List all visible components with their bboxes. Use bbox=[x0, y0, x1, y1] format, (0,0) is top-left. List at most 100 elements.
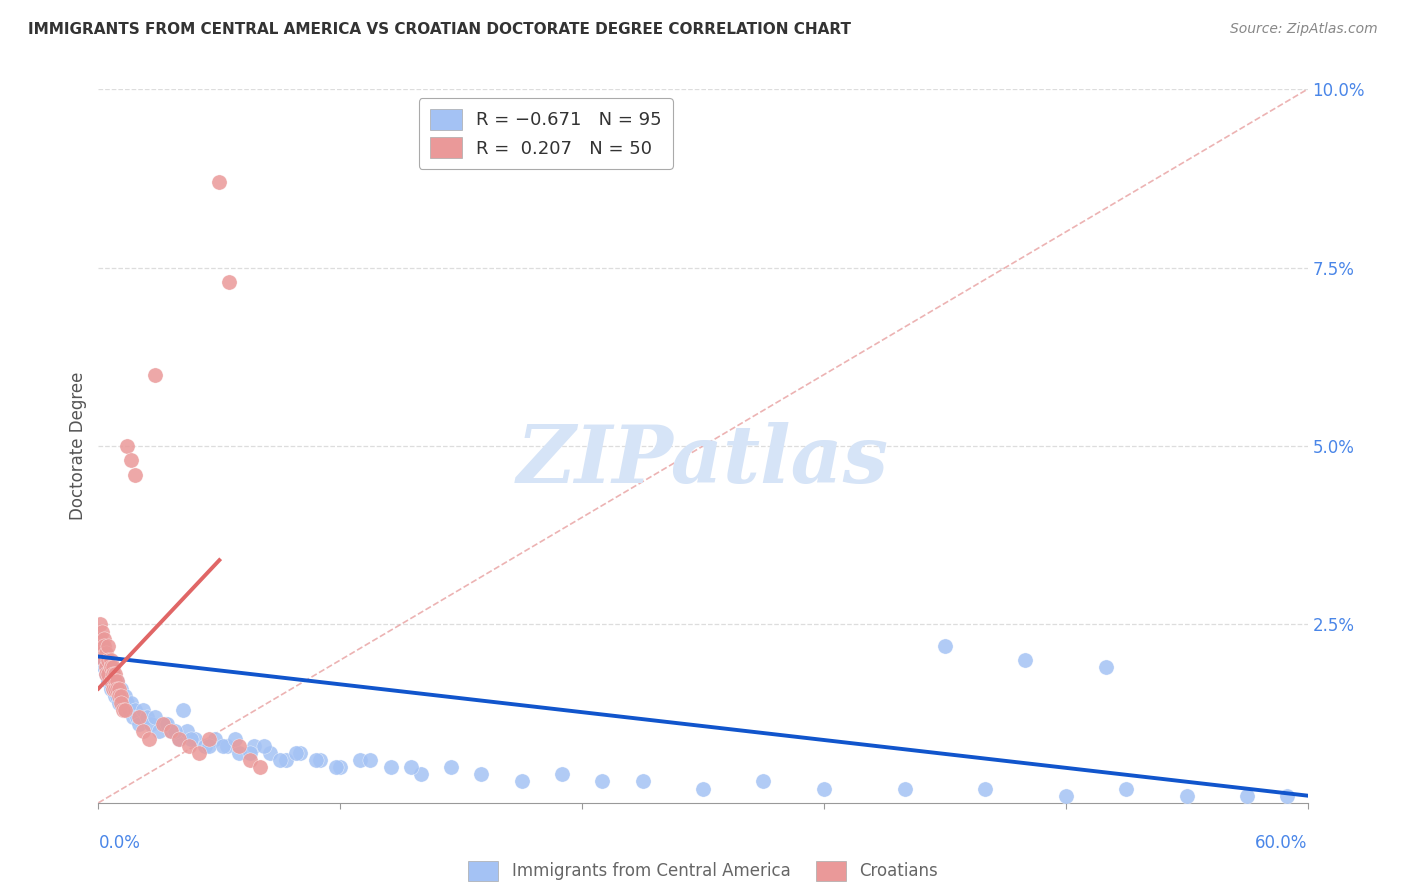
Point bbox=[172, 703, 194, 717]
Point bbox=[228, 739, 250, 753]
Point bbox=[360, 753, 382, 767]
Point bbox=[551, 767, 574, 781]
Point bbox=[128, 717, 150, 731]
Point bbox=[97, 639, 120, 653]
Point bbox=[110, 689, 132, 703]
Point bbox=[91, 646, 114, 660]
Point bbox=[974, 781, 997, 796]
Point bbox=[152, 717, 174, 731]
Point bbox=[114, 703, 136, 717]
Point bbox=[813, 781, 835, 796]
Point bbox=[89, 639, 111, 653]
Point bbox=[101, 660, 124, 674]
Point bbox=[96, 660, 118, 674]
Point bbox=[111, 696, 134, 710]
Point bbox=[114, 703, 136, 717]
Point bbox=[242, 739, 264, 753]
Point bbox=[111, 703, 134, 717]
Point bbox=[97, 674, 120, 689]
Point bbox=[204, 731, 226, 746]
Point bbox=[89, 646, 111, 660]
Point bbox=[163, 724, 186, 739]
Point bbox=[105, 681, 128, 696]
Point bbox=[100, 660, 122, 674]
Point bbox=[228, 746, 250, 760]
Point bbox=[631, 774, 654, 789]
Point bbox=[110, 689, 132, 703]
Point bbox=[124, 703, 146, 717]
Point bbox=[440, 760, 463, 774]
Point bbox=[470, 767, 492, 781]
Point bbox=[259, 746, 281, 760]
Point bbox=[249, 760, 271, 774]
Point bbox=[139, 717, 162, 731]
Point bbox=[118, 703, 141, 717]
Point bbox=[107, 689, 129, 703]
Point bbox=[176, 724, 198, 739]
Point bbox=[103, 667, 125, 681]
Point bbox=[107, 681, 129, 696]
Point bbox=[125, 710, 148, 724]
Point bbox=[120, 696, 142, 710]
Point bbox=[591, 774, 613, 789]
Point bbox=[138, 731, 160, 746]
Point bbox=[107, 681, 129, 696]
Point bbox=[100, 674, 122, 689]
Point bbox=[110, 681, 132, 696]
Point bbox=[349, 753, 371, 767]
Point bbox=[132, 703, 155, 717]
Point bbox=[143, 710, 166, 724]
Point bbox=[91, 646, 114, 660]
Point bbox=[103, 681, 125, 696]
Point bbox=[1095, 660, 1118, 674]
Point bbox=[399, 760, 422, 774]
Point bbox=[194, 739, 217, 753]
Point bbox=[269, 753, 291, 767]
Legend: Immigrants from Central America, Croatians: Immigrants from Central America, Croatia… bbox=[461, 855, 945, 888]
Point bbox=[91, 653, 114, 667]
Point bbox=[89, 632, 111, 646]
Point bbox=[91, 639, 114, 653]
Point bbox=[100, 681, 122, 696]
Text: 60.0%: 60.0% bbox=[1256, 834, 1308, 852]
Text: IMMIGRANTS FROM CENTRAL AMERICA VS CROATIAN DOCTORATE DEGREE CORRELATION CHART: IMMIGRANTS FROM CENTRAL AMERICA VS CROAT… bbox=[28, 22, 851, 37]
Point bbox=[752, 774, 775, 789]
Point bbox=[115, 696, 138, 710]
Point bbox=[510, 774, 533, 789]
Point bbox=[143, 368, 166, 382]
Point bbox=[120, 453, 142, 467]
Point bbox=[329, 760, 352, 774]
Point bbox=[93, 632, 115, 646]
Point bbox=[101, 667, 124, 681]
Point bbox=[148, 724, 170, 739]
Point bbox=[100, 660, 122, 674]
Point bbox=[160, 724, 183, 739]
Point bbox=[198, 739, 221, 753]
Point bbox=[284, 746, 307, 760]
Point bbox=[188, 746, 211, 760]
Point bbox=[93, 646, 115, 660]
Point bbox=[179, 739, 201, 753]
Point bbox=[93, 639, 115, 653]
Point bbox=[107, 696, 129, 710]
Point bbox=[409, 767, 432, 781]
Point bbox=[934, 639, 956, 653]
Point bbox=[198, 731, 221, 746]
Point bbox=[156, 717, 179, 731]
Point bbox=[167, 731, 190, 746]
Point bbox=[103, 674, 125, 689]
Point bbox=[114, 689, 136, 703]
Text: Source: ZipAtlas.com: Source: ZipAtlas.com bbox=[1230, 22, 1378, 37]
Point bbox=[93, 653, 115, 667]
Point bbox=[132, 724, 155, 739]
Point bbox=[91, 639, 114, 653]
Point bbox=[180, 731, 202, 746]
Point bbox=[380, 760, 402, 774]
Point bbox=[218, 275, 240, 289]
Point bbox=[239, 753, 262, 767]
Point bbox=[101, 681, 124, 696]
Point bbox=[97, 667, 120, 681]
Point bbox=[224, 731, 246, 746]
Point bbox=[96, 667, 118, 681]
Y-axis label: Doctorate Degree: Doctorate Degree bbox=[69, 372, 87, 520]
